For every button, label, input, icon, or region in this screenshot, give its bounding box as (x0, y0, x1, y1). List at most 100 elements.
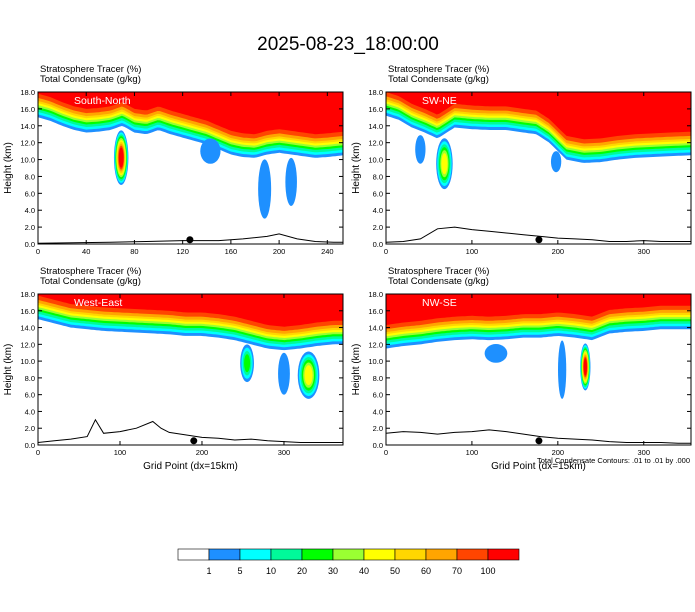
tracer-band-10 (386, 294, 691, 325)
colorbar-label: 40 (359, 566, 369, 576)
y-axis-label: Height (km) (3, 142, 14, 194)
x-tick-label: 200 (552, 448, 565, 457)
y-tick-label: 4.0 (25, 407, 35, 416)
y-tick-label: 18.0 (368, 290, 383, 299)
x-tick-label: 100 (466, 247, 479, 256)
panel-header-tracer: Stratosphere Tracer (%) (388, 266, 489, 277)
plot-frame (37, 91, 344, 245)
contour-note: Total Condensate Contours: .01 to .01 by… (537, 456, 690, 465)
x-tick-label: 160 (225, 247, 238, 256)
plume-2-level-1 (558, 340, 567, 399)
y-tick-label: 10.0 (368, 156, 383, 165)
y-tick-label: 18.0 (368, 88, 383, 97)
y-tick-label: 10.0 (20, 357, 35, 366)
colorbar-swatch (456, 548, 489, 561)
x-tick-label: 0 (384, 448, 388, 457)
y-axis-label: Height (km) (351, 142, 362, 194)
colorbar-swatch (301, 548, 334, 561)
x-tick-label: 200 (552, 247, 565, 256)
panel-label: South-North (74, 95, 131, 107)
panel-west-east: Stratosphere Tracer (%)Total Condensate … (3, 266, 344, 472)
plume-2-level-1 (258, 159, 272, 219)
x-tick-label: 0 (36, 448, 40, 457)
plume-3-level-1 (278, 352, 290, 395)
colorbar-swatch (332, 548, 365, 561)
terrain-line (38, 233, 343, 244)
panel-label: SW-NE (422, 95, 457, 107)
y-tick-label: 6.0 (373, 391, 383, 400)
colorbar-swatch (363, 548, 396, 561)
y-tick-label: 2.0 (25, 223, 35, 232)
location-marker (535, 236, 543, 244)
y-tick-label: 6.0 (25, 391, 35, 400)
x-tick-label: 300 (637, 448, 650, 457)
y-tick-label: 10.0 (368, 357, 383, 366)
panel-header-condensate: Total Condensate (g/kg) (388, 74, 489, 85)
plume-2-level-6 (304, 365, 313, 386)
panel-header-condensate: Total Condensate (g/kg) (40, 276, 141, 287)
plume-3-level-1 (550, 151, 562, 173)
x-tick-label: 0 (384, 247, 388, 256)
y-tick-label: 14.0 (20, 324, 35, 333)
plot-frame (385, 293, 692, 446)
x-axis-label: Grid Point (dx=15km) (491, 461, 586, 472)
x-tick-label: 240 (321, 247, 334, 256)
y-tick-label: 18.0 (20, 290, 35, 299)
x-tick-label: 100 (114, 448, 127, 457)
y-tick-label: 0.0 (373, 441, 383, 450)
y-tick-label: 2.0 (25, 424, 35, 433)
panel-south-north: Stratosphere Tracer (%)Total Condensate … (3, 64, 344, 256)
plume-3-level-1 (285, 157, 297, 206)
tracer-band-10 (38, 294, 343, 327)
panel-sw-ne: Stratosphere Tracer (%)Total Condensate … (351, 64, 692, 256)
y-tick-label: 8.0 (373, 374, 383, 383)
colorbar-label: 30 (328, 566, 338, 576)
colorbar-label: 50 (390, 566, 400, 576)
y-axis-label: Height (km) (351, 344, 362, 396)
y-tick-label: 16.0 (368, 105, 383, 114)
plot-area (38, 92, 343, 244)
colorbar-label: 20 (297, 566, 307, 576)
plume-1-level-1 (415, 135, 426, 164)
x-tick-label: 120 (176, 247, 189, 256)
colorbar-label: 70 (452, 566, 462, 576)
location-marker (535, 437, 543, 445)
y-tick-label: 0.0 (25, 441, 35, 450)
y-tick-label: 0.0 (25, 240, 35, 249)
y-tick-label: 8.0 (25, 374, 35, 383)
colorbar-label: 100 (480, 566, 495, 576)
x-tick-label: 200 (273, 247, 286, 256)
x-tick-label: 300 (637, 247, 650, 256)
colorbar: 1 5 10 20 30 40 50 60 70 100 (177, 548, 520, 576)
y-tick-label: 14.0 (20, 122, 35, 131)
y-tick-label: 2.0 (373, 424, 383, 433)
panel-label: NW-SE (422, 297, 457, 309)
plot-area (386, 92, 691, 244)
x-tick-label: 300 (278, 448, 291, 457)
y-tick-label: 8.0 (25, 172, 35, 181)
plume-2-level-6 (441, 153, 448, 175)
y-tick-label: 12.0 (20, 340, 35, 349)
panel-header-condensate: Total Condensate (g/kg) (388, 276, 489, 287)
tracer-band-10 (386, 92, 691, 140)
plume-3-level-1 (484, 343, 508, 363)
colorbar-label: 60 (421, 566, 431, 576)
y-axis-label: Height (km) (3, 344, 14, 396)
panel-label: West-East (74, 297, 122, 309)
y-tick-label: 6.0 (25, 189, 35, 198)
x-tick-label: 40 (82, 247, 90, 256)
panel-header-tracer: Stratosphere Tracer (%) (40, 64, 141, 75)
y-tick-label: 4.0 (25, 206, 35, 215)
y-tick-label: 10.0 (20, 156, 35, 165)
y-tick-label: 12.0 (368, 139, 383, 148)
plot-frame (37, 293, 344, 446)
y-tick-label: 4.0 (373, 206, 383, 215)
y-tick-label: 14.0 (368, 122, 383, 131)
location-marker (186, 236, 194, 244)
colorbar-swatch (208, 548, 241, 561)
x-tick-label: 80 (130, 247, 138, 256)
panel-nw-se: Stratosphere Tracer (%)Total Condensate … (351, 266, 692, 472)
colorbar-swatch (239, 548, 272, 561)
y-tick-label: 6.0 (373, 189, 383, 198)
